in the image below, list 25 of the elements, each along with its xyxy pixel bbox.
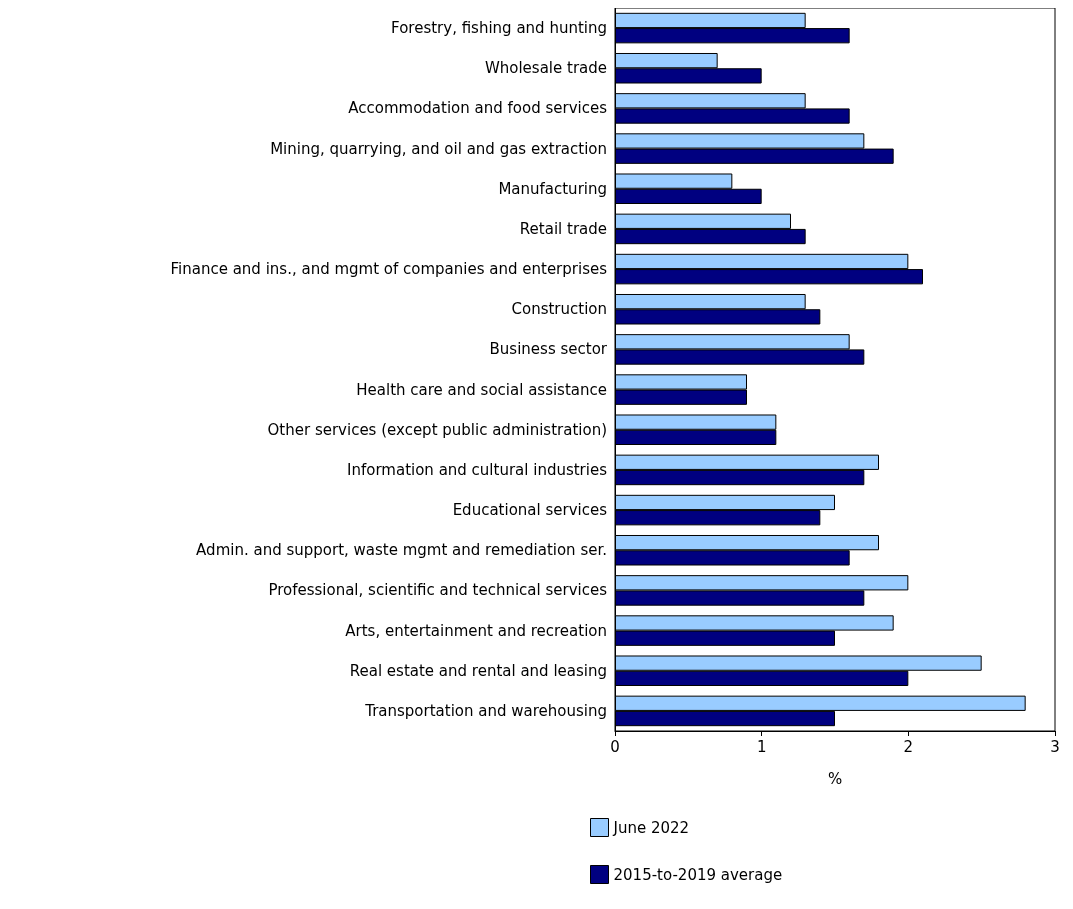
y-tick-label: Business sector (489, 340, 608, 359)
y-tick-label: Manufacturing (498, 179, 607, 198)
y-tick-label: Transportation and warehousing (364, 701, 607, 720)
x-tick-label: 0 (610, 737, 620, 756)
y-tick-label: Wholesale trade (484, 59, 607, 78)
y-tick-label: Construction (511, 300, 607, 319)
y-tick-label: Educational services (452, 501, 608, 520)
x-tick-label: 3 (1050, 737, 1060, 756)
legend-label: 2015-to-2019 average (613, 865, 783, 884)
y-tick-label: Forestry, fishing and hunting (391, 19, 607, 38)
y-tick-label: Arts, entertainment and recreation (345, 621, 607, 640)
x-tick-label: 2 (903, 737, 914, 756)
y-tick-label: Retail trade (519, 219, 607, 238)
legend-label: June 2022 (612, 818, 690, 837)
y-tick-label: Admin. and support, waste mgmt and remediation ser. (196, 541, 607, 560)
y-tick-label: Health care and social assistance (356, 380, 607, 399)
y-tick-label: Professional, scientific and technical services (268, 581, 608, 600)
x-axis-title: % (827, 769, 843, 788)
y-tick-label: Information and cultural industries (347, 460, 608, 479)
y-tick-label: Finance and ins., and mgmt of companies and enterprises (170, 260, 608, 279)
x-tick-label: 1 (756, 737, 767, 756)
y-tick-label: Real estate and rental and leasing (349, 661, 607, 680)
y-tick-label: Mining, quarrying, and oil and gas extraction (270, 139, 607, 158)
y-tick-label: Other services (except public administration) (267, 420, 607, 439)
y-tick-label: Accommodation and food services (348, 99, 608, 118)
